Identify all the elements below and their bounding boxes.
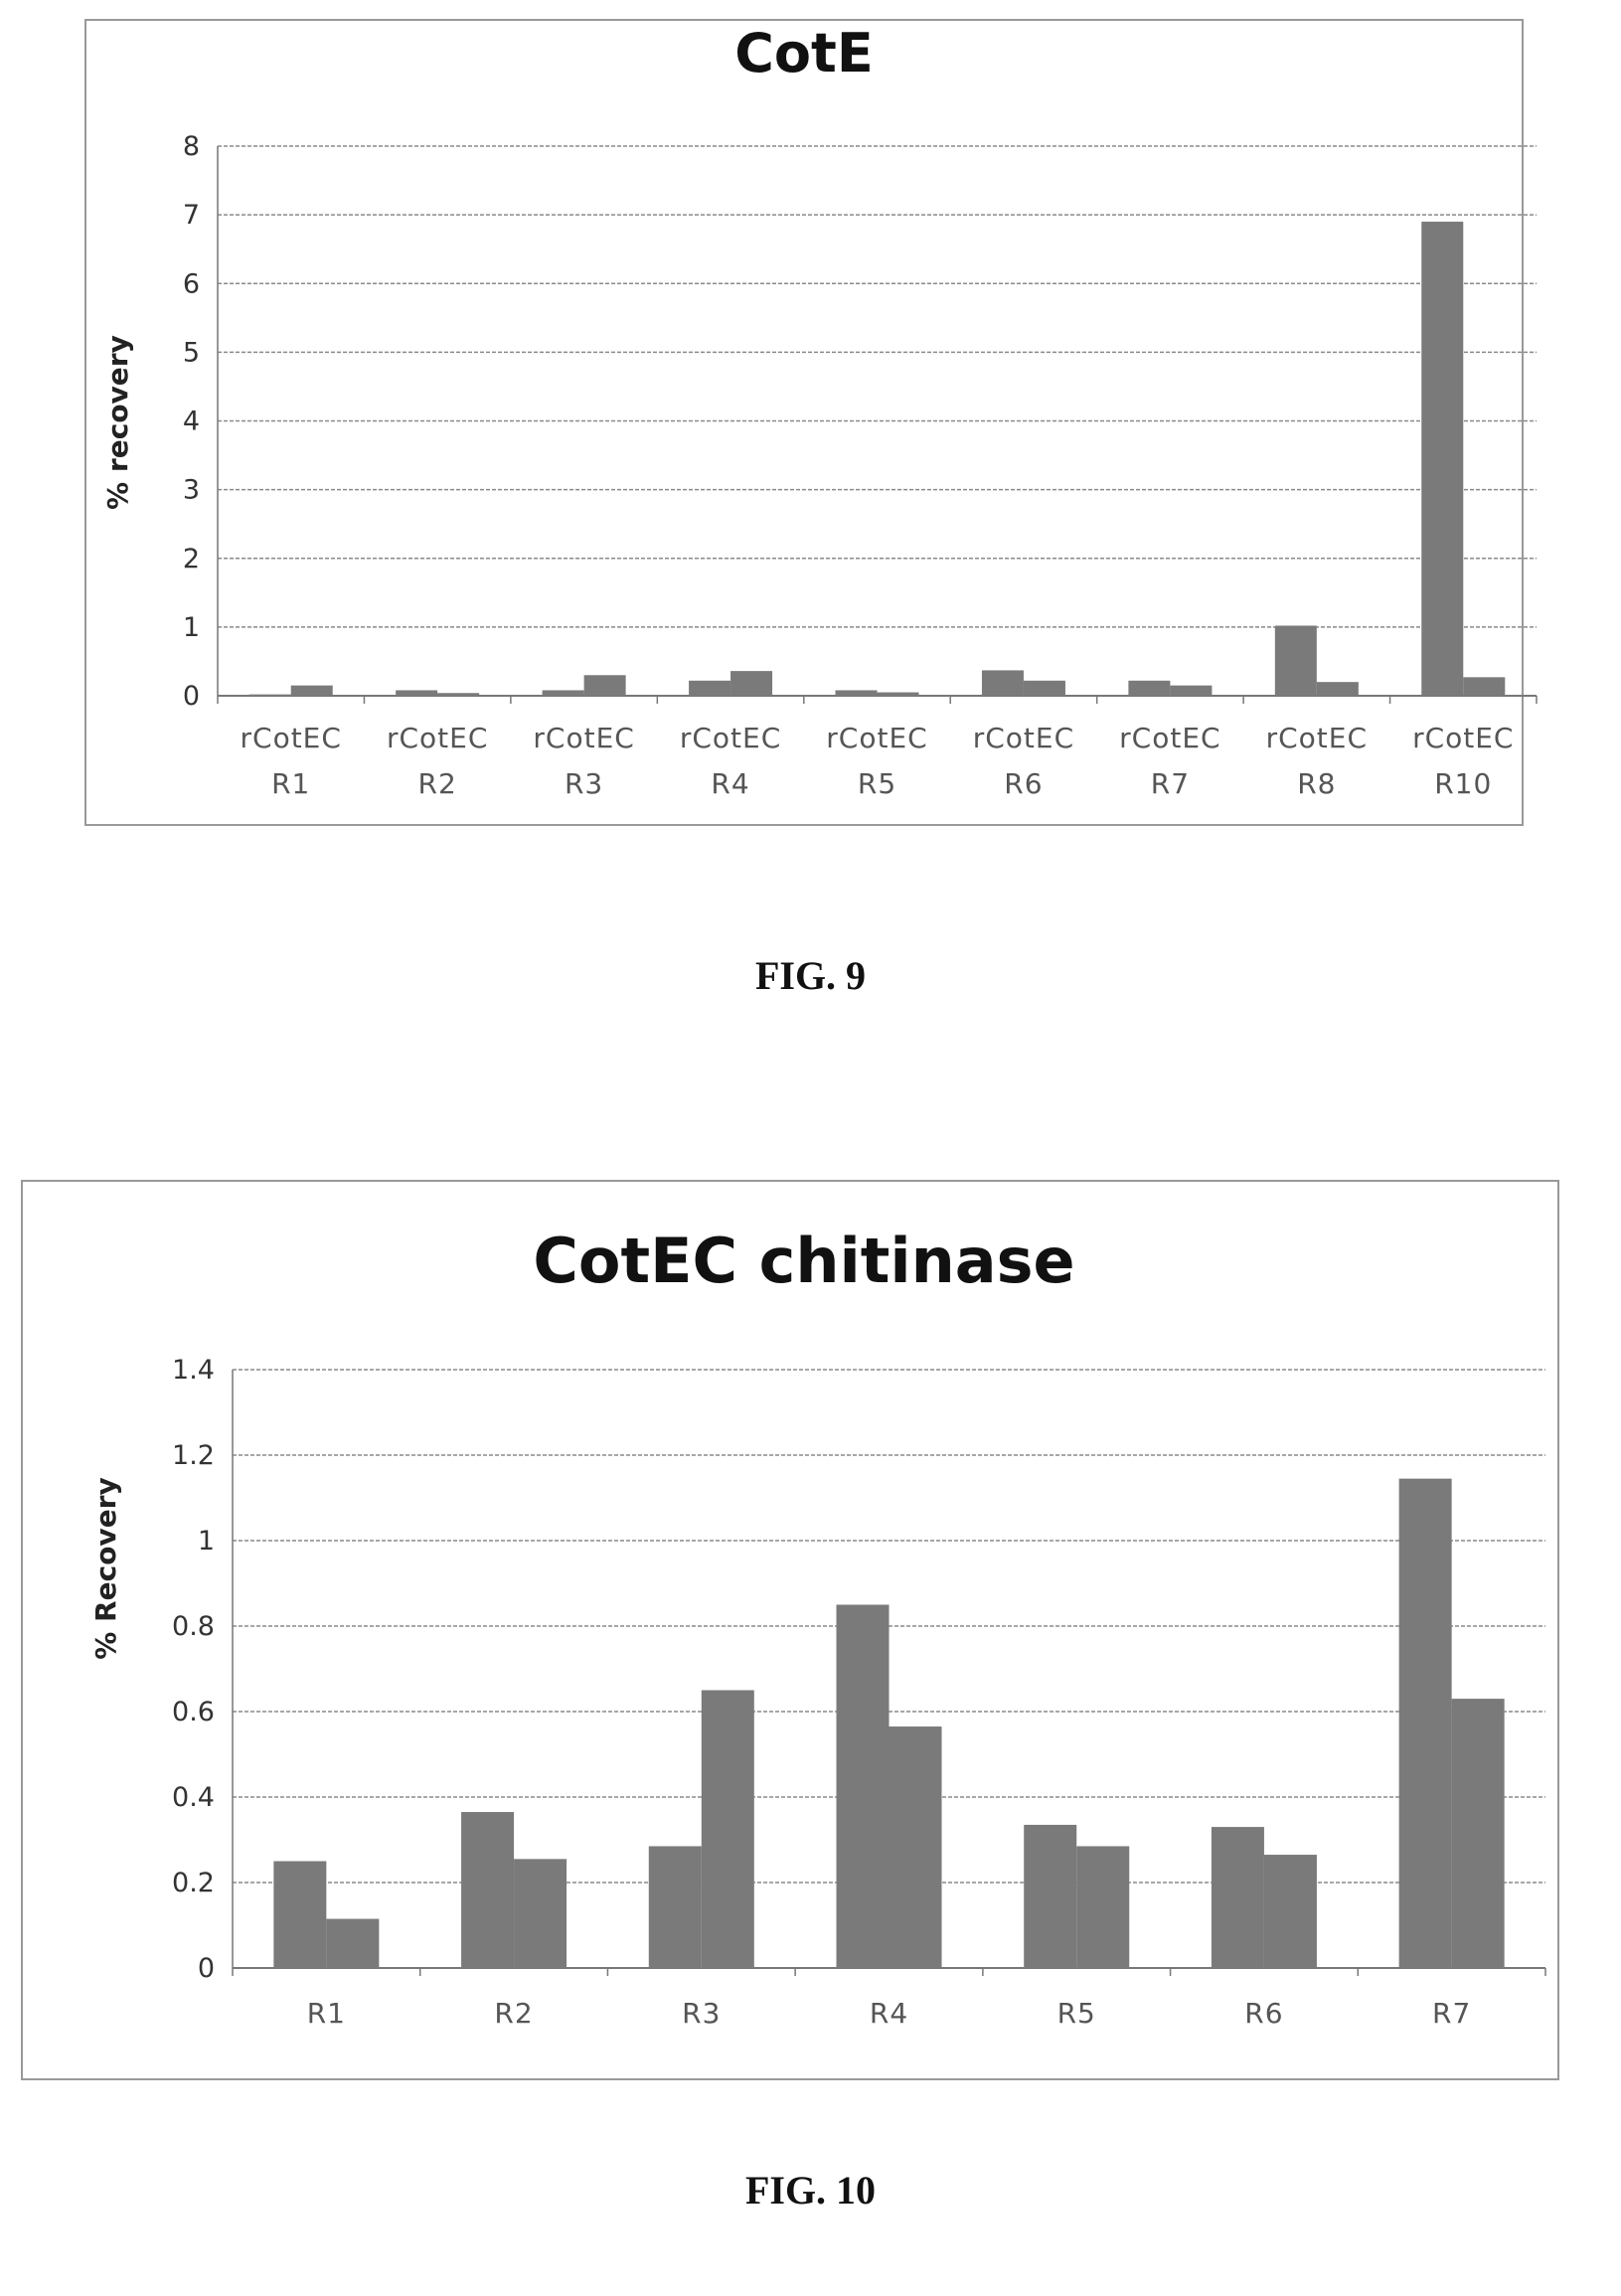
y-tick-label: 0.2: [172, 1868, 215, 1898]
bar: [437, 693, 480, 696]
bar: [273, 1861, 327, 1968]
chart-cotec-chitinase: CotEC chitinase 0 0.2 0.4 0.6 0.8 1 1.2 1.4 % R…: [21, 1180, 1559, 2080]
bar: [248, 694, 291, 696]
x-tick-label: R8: [1297, 767, 1336, 800]
y-tick-label: 5: [183, 337, 200, 368]
bars: [273, 1478, 1505, 1968]
x-tick-label: rCotEC: [1119, 722, 1220, 754]
x-tick-label: R7: [1432, 1997, 1471, 2030]
y-tick-label: 8: [183, 131, 200, 162]
x-tick-label: rCotEC: [1412, 722, 1514, 754]
x-tick-label: R2: [418, 767, 457, 800]
x-tick-label: R5: [858, 767, 896, 800]
bar: [1024, 1824, 1077, 1968]
bar: [1316, 682, 1359, 696]
bar: [1421, 222, 1464, 696]
bar: [1128, 680, 1171, 696]
bar: [1463, 677, 1506, 696]
bar: [514, 1859, 567, 1968]
x-tick-label: R1: [271, 767, 310, 800]
x-tick-label: rCotEC: [973, 722, 1074, 754]
bar: [326, 1918, 380, 1968]
y-axis-label: % Recovery: [89, 1477, 122, 1660]
y-tick-label: 0: [198, 1953, 215, 1984]
y-tick-labels: 0 0.2 0.4 0.6 0.8 1 1.2 1.4: [172, 1355, 215, 1984]
y-tick-label: 6: [183, 268, 200, 299]
bar: [701, 1690, 754, 1968]
y-tick-label: 7: [183, 200, 200, 231]
bar: [1076, 1846, 1130, 1968]
x-tick-label: R4: [711, 767, 749, 800]
bar: [981, 670, 1024, 696]
y-tick-labels: 0 1 2 3 4 5 6 7 8: [183, 131, 200, 712]
figure-caption-10: FIG. 10: [744, 2168, 877, 2213]
x-tick-label: rCotEC: [241, 722, 342, 754]
y-tick-label: 0.6: [172, 1697, 215, 1727]
chart-title: CotEC chitinase: [533, 1225, 1074, 1297]
bar: [877, 692, 919, 696]
bar: [1211, 1827, 1264, 1968]
chart-border: [21, 1180, 1559, 2080]
bar: [648, 1846, 702, 1968]
y-tick-label: 0.8: [172, 1611, 215, 1642]
y-tick-label: 1.4: [172, 1355, 215, 1386]
bar: [1263, 1855, 1317, 1968]
bars: [248, 222, 1506, 696]
x-tick-labels: rCotEC R1 rCotEC R2 rCotEC R3 rCotEC R4 rCotEC R5…: [241, 722, 1514, 800]
bar: [1274, 625, 1317, 696]
y-tick-label: 4: [183, 407, 200, 437]
x-tick-label: rCotEC: [680, 722, 781, 754]
bar: [461, 1812, 515, 1968]
x-tick-label: rCotEC: [1266, 722, 1368, 754]
bar: [583, 675, 626, 696]
x-tick-label: R3: [682, 1997, 721, 2030]
bar: [396, 690, 438, 696]
x-tick-label: R1: [307, 1997, 346, 2030]
y-tick-label: 0.4: [172, 1782, 215, 1813]
x-tick-label: R7: [1151, 767, 1190, 800]
x-tick-label: R3: [565, 767, 603, 800]
bar: [1451, 1699, 1505, 1968]
x-tick-label: rCotEC: [826, 722, 927, 754]
bar: [889, 1726, 942, 1968]
y-tick-label: 3: [183, 475, 200, 506]
figure-caption-9: FIG. 9: [754, 953, 867, 998]
x-tick-label: R6: [1244, 1997, 1283, 2030]
x-tick-label: R5: [1057, 1997, 1096, 2030]
x-tick-label: R6: [1004, 767, 1043, 800]
y-axis-label: % recovery: [101, 335, 134, 510]
y-tick-label: 1: [183, 612, 200, 643]
bar: [1398, 1478, 1452, 1968]
bar: [290, 685, 333, 696]
bar: [1023, 680, 1065, 696]
chart-border: [84, 19, 1524, 826]
bar: [730, 671, 773, 696]
y-tick-label: 2: [183, 544, 200, 574]
chart-title: CotE: [734, 22, 873, 84]
x-tick-label: R2: [494, 1997, 533, 2030]
x-tick-label: R10: [1434, 767, 1492, 800]
bar: [542, 690, 584, 696]
y-tick-label: 0: [183, 681, 200, 712]
bar: [835, 690, 878, 696]
x-tick-label: rCotEC: [533, 722, 634, 754]
y-tick-label: 1.2: [172, 1440, 215, 1471]
x-tick-label: R4: [870, 1997, 908, 2030]
bar: [836, 1604, 890, 1968]
y-tick-label: 1: [198, 1526, 215, 1557]
x-tick-labels: R1 R2 R3 R4 R5 R6 R7: [307, 1997, 1471, 2030]
x-tick-label: rCotEC: [387, 722, 488, 754]
bar: [1170, 685, 1213, 696]
bar: [689, 680, 731, 696]
gridlines: [217, 145, 1538, 704]
